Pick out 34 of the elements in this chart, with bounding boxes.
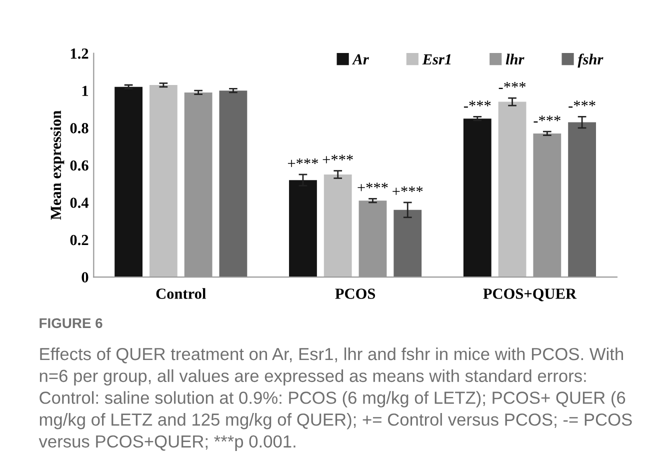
data-label: -*** — [498, 82, 526, 89]
bar — [463, 118, 492, 278]
x-tick-label: PCOS — [335, 288, 376, 299]
bar — [394, 210, 422, 278]
x-tick-label: PCOS+QUER — [483, 288, 577, 302]
y-axis-title: Mean expression — [50, 110, 64, 220]
data-label: +*** — [288, 158, 318, 167]
legend-label: fshr — [578, 54, 604, 68]
bar — [114, 86, 143, 278]
bar — [498, 102, 526, 278]
y-tick-label: 0 — [82, 272, 88, 282]
data-label: +*** — [322, 154, 353, 164]
y-tick-label: 1 — [82, 86, 88, 96]
legend-label: Esr1 — [422, 54, 451, 65]
data-label: -*** — [464, 100, 491, 108]
bar — [219, 90, 248, 278]
y-tick-label: 0.4 — [70, 198, 89, 208]
data-label: -*** — [568, 100, 596, 108]
bar — [568, 122, 596, 278]
data-label: -*** — [534, 116, 560, 123]
y-tick-label: 0.8 — [70, 123, 88, 134]
y-tick-label: 1.2 — [70, 48, 88, 59]
caption: FIGURE 6 — [40, 318, 102, 328]
bar — [324, 174, 352, 278]
data-label: +*** — [392, 186, 423, 195]
y-tick-label: 0.2 — [70, 234, 88, 246]
legend-label: lhr — [506, 54, 524, 64]
y-tick-label: 0.6 — [70, 160, 88, 171]
data-label: +*** — [358, 182, 388, 192]
text: Effects of QUER treatment on Ar, Esr1, lhr and fshr in mice with PCOS. With n=6 per group, all values are expressed as means with standard errors: Control: saline solution at 0.9%: PCOS (6 mg/kg of LETZ); PCOS+ QUER (6 mg/kg of LETZ and 125 mg/kg of QUER); += Control versus PCOS; -= PCOS versus PCOS+QUER; ***p 0.001. — [38, 347, 632, 452]
bar — [149, 85, 178, 278]
x-tick-label: Control — [156, 288, 206, 299]
legend-label: Ar — [352, 54, 369, 64]
bar — [289, 180, 317, 278]
